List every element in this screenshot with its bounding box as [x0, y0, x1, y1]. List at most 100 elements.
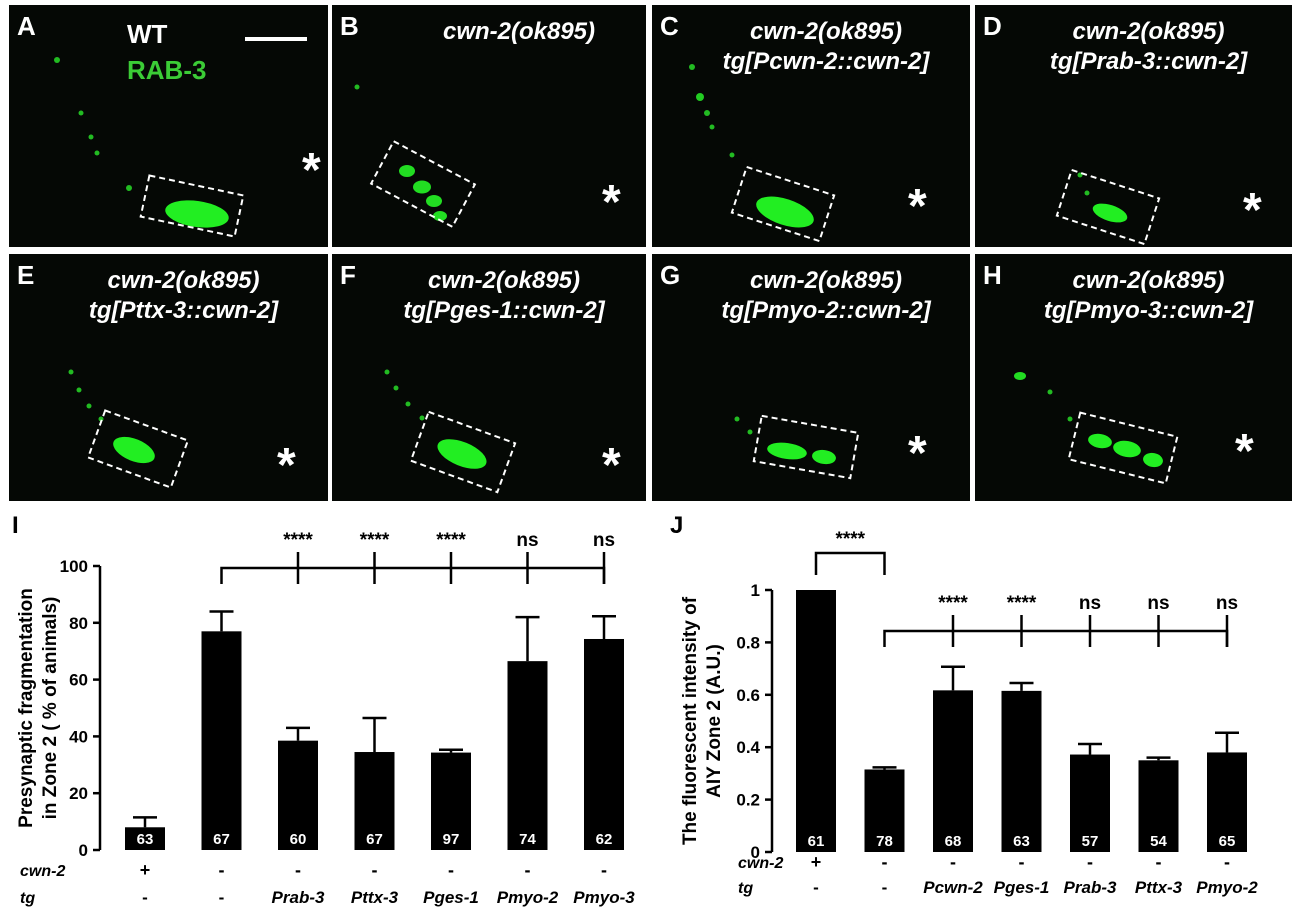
bar	[201, 631, 242, 850]
cwn2-value: -	[1224, 852, 1230, 872]
title-line: cwn-2(ok895)	[1072, 18, 1225, 45]
n-label: 67	[366, 831, 383, 848]
bar	[864, 769, 905, 852]
panel-e: E cwn-2(ok895) tg[Pttx-3::cwn-2] *	[9, 254, 328, 501]
bar	[1001, 690, 1042, 852]
significance-label: ****	[1007, 593, 1037, 614]
title-line: tg[Pttx-3::cwn-2]	[88, 297, 279, 324]
panel-letter: B	[340, 11, 359, 41]
significance-label: ****	[436, 530, 466, 551]
title-line: tg[Pmyo-2::cwn-2]	[721, 297, 931, 324]
row-label: tg	[20, 890, 35, 907]
n-label: 54	[1150, 833, 1167, 850]
panel-f: F cwn-2(ok895) tg[Pges-1::cwn-2] *	[332, 254, 646, 501]
significance-label: ns	[1079, 593, 1101, 614]
n-label: 60	[290, 831, 307, 848]
cwn2-value: -	[1087, 852, 1093, 872]
panel-letter: F	[340, 260, 356, 290]
panel-letter: J	[670, 512, 683, 539]
asterisk-marker: *	[908, 180, 927, 233]
cwn2-value: -	[448, 860, 454, 880]
cwn2-value: -	[219, 860, 225, 880]
tg-value: -	[142, 888, 148, 907]
title-line: tg[Pcwn-2::cwn-2]	[722, 48, 930, 75]
bar	[1207, 752, 1247, 852]
panel-b: B cwn-2(ok895) *	[332, 5, 646, 247]
significance-label: ns	[516, 530, 538, 551]
bar	[1070, 754, 1110, 852]
cwn2-value: -	[372, 860, 378, 880]
panel-letter: E	[17, 260, 35, 290]
tg-value: Prab-3	[1064, 878, 1117, 897]
y-tick-label: 80	[69, 614, 88, 633]
cwn2-value: -	[882, 852, 888, 872]
micrograph-h	[1014, 372, 1179, 485]
asterisk-marker: *	[602, 439, 621, 492]
y-tick-label: 0.4	[736, 738, 760, 757]
significance-bracket	[883, 629, 1229, 647]
title-line: tg[Prab-3::cwn-2]	[1049, 48, 1248, 75]
panel-letter: A	[17, 11, 36, 41]
cwn2-value: -	[1019, 852, 1025, 872]
panel-d: D cwn-2(ok895) tg[Prab-3::cwn-2] *	[975, 5, 1292, 247]
cwn2-value: -	[950, 852, 956, 872]
tg-value: Pttx-3	[351, 888, 399, 907]
significance-label: ns	[593, 530, 615, 551]
panel-letter: G	[660, 260, 681, 290]
y-tick-label: 1	[751, 581, 760, 600]
y-tick-label: 60	[69, 671, 88, 690]
bar	[354, 752, 395, 850]
row-label: tg	[738, 880, 753, 897]
cwn2-value: -	[1156, 852, 1162, 872]
micrograph-e	[68, 369, 190, 489]
tg-value: Pges-1	[423, 888, 479, 907]
tg-value: Pttx-3	[1135, 878, 1183, 897]
panel-h: H cwn-2(ok895) tg[Pmyo-3::cwn-2] *	[975, 254, 1292, 501]
bar	[125, 827, 165, 850]
n-label: 61	[808, 833, 825, 850]
panel-letter: I	[12, 512, 19, 539]
bar	[278, 740, 318, 850]
y-tick-label: 100	[60, 557, 88, 576]
panel-title: cwn-2(ok895) tg[Pges-1::cwn-2]	[362, 266, 646, 326]
y-tick-label: 40	[69, 727, 88, 746]
micrograph-a	[54, 57, 245, 238]
cwn2-value: -	[601, 860, 607, 880]
micrograph-g	[734, 414, 860, 480]
significance-label: ns	[1216, 593, 1238, 614]
bar	[796, 590, 836, 852]
tg-value: Prab-3	[272, 888, 325, 907]
n-label: 67	[213, 831, 230, 848]
y-axis-label: Presynaptic fragmentation	[16, 588, 37, 828]
panel-c: C cwn-2(ok895) tg[Pcwn-2::cwn-2] *	[652, 5, 970, 247]
significance-label: ****	[283, 530, 313, 551]
significance-label: ****	[360, 530, 390, 551]
chart-j: J 0 0.2 0.4 0.6 0.8 1 The fluorescent intensity…	[658, 505, 1300, 919]
y-axis-label: in Zone 2 ( % of animals)	[40, 597, 61, 820]
title-line: cwn-2(ok895)	[107, 267, 260, 294]
panel-a: A WT RAB-3 *	[9, 5, 328, 247]
tg-value: -	[219, 888, 225, 907]
bar	[507, 661, 548, 850]
panel-title: cwn-2(ok895)	[442, 18, 596, 45]
n-label: 68	[945, 833, 962, 850]
cwn2-value: -	[525, 860, 531, 880]
panel-title: cwn-2(ok895) tg[Pmyo-2::cwn-2]	[682, 266, 970, 326]
n-label: 97	[443, 831, 460, 848]
significance-label: ****	[938, 593, 968, 614]
significance-bracket	[814, 551, 886, 575]
tg-value: -	[882, 878, 888, 897]
bar	[1138, 760, 1179, 852]
title-line: cwn-2(ok895)	[749, 18, 903, 45]
panel-g: G cwn-2(ok895) tg[Pmyo-2::cwn-2] *	[652, 254, 970, 501]
asterisk-marker: *	[302, 144, 321, 197]
panel-title: cwn-2(ok895) tg[Pcwn-2::cwn-2]	[682, 17, 970, 77]
chart-i: I 0 20 40 60 80 100 Presynaptic fragmentation in…	[0, 505, 655, 919]
cwn2-value: +	[140, 860, 151, 880]
row-label: cwn-2	[20, 863, 65, 880]
tg-value: Pges-1	[994, 878, 1050, 897]
y-tick-label: 0.6	[736, 686, 760, 705]
n-label: 78	[876, 833, 893, 850]
micrograph-f	[384, 369, 517, 494]
panel-title: cwn-2(ok895) tg[Pttx-3::cwn-2]	[39, 266, 328, 326]
